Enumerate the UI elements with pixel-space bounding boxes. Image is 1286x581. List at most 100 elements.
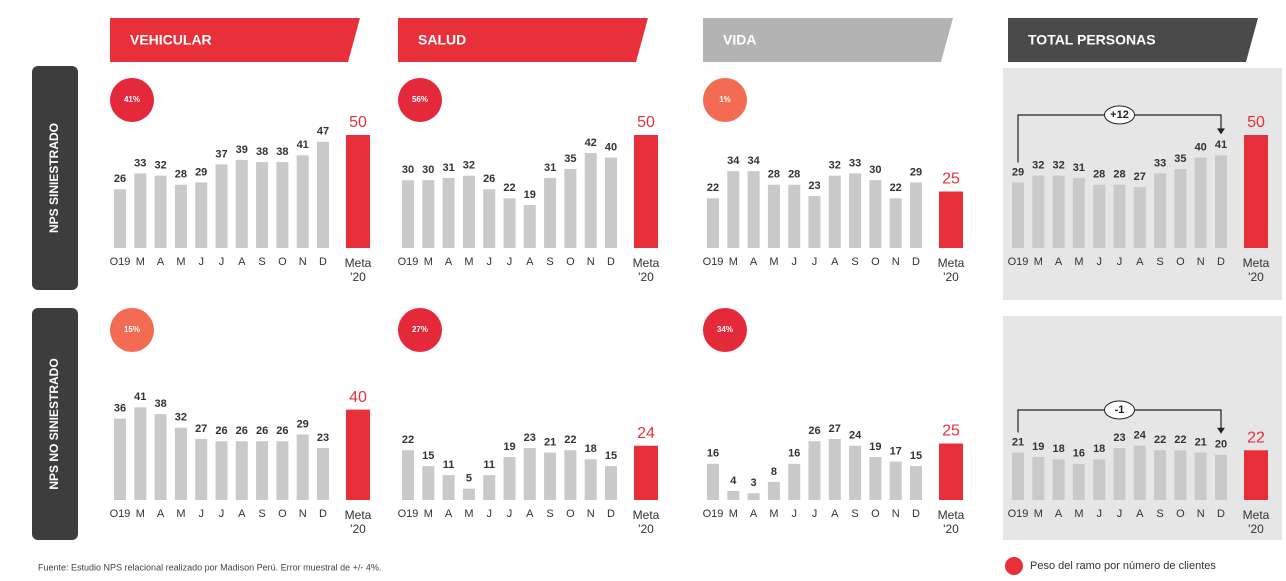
target-value-label: 50 bbox=[637, 114, 655, 131]
target-label: '20 bbox=[1248, 270, 1264, 284]
x-tick-label: D bbox=[912, 256, 920, 268]
x-tick-label: A bbox=[750, 256, 758, 268]
x-tick-label: S bbox=[1156, 508, 1163, 520]
x-tick-label: M bbox=[769, 508, 778, 520]
target-bar bbox=[1244, 135, 1268, 248]
bar bbox=[747, 493, 760, 500]
value-label: 29 bbox=[297, 418, 309, 430]
value-label: 30 bbox=[869, 164, 881, 176]
target-label: '20 bbox=[638, 270, 654, 284]
bar bbox=[1215, 155, 1227, 248]
x-tick-label: O bbox=[566, 508, 575, 520]
x-tick-label: A bbox=[1055, 256, 1063, 268]
target-bar bbox=[1244, 450, 1268, 500]
value-label: 26 bbox=[483, 173, 495, 185]
x-tick-label: A bbox=[526, 256, 534, 268]
target-bar bbox=[346, 135, 370, 248]
value-label: 38 bbox=[256, 146, 268, 158]
x-tick-label: O19 bbox=[1008, 508, 1029, 520]
x-tick-label: N bbox=[1197, 256, 1205, 268]
bar bbox=[215, 164, 228, 248]
bar bbox=[114, 418, 126, 500]
bar bbox=[1012, 182, 1024, 248]
x-tick-label: A bbox=[157, 508, 165, 520]
x-tick-label: A bbox=[157, 256, 165, 268]
x-tick-label: J bbox=[198, 256, 204, 268]
x-tick-label: J bbox=[219, 256, 225, 268]
header-banner bbox=[703, 18, 953, 62]
value-label: 32 bbox=[175, 412, 187, 424]
bar bbox=[1072, 463, 1085, 500]
x-tick-label: M bbox=[424, 508, 433, 520]
bar bbox=[564, 168, 577, 248]
x-tick-label: O bbox=[278, 508, 287, 520]
bar bbox=[503, 457, 516, 500]
target-label: '20 bbox=[943, 270, 959, 284]
footer: Fuente: Estudio NPS relacional realizado… bbox=[38, 562, 381, 572]
total-panel bbox=[1003, 316, 1282, 540]
x-tick-label: N bbox=[892, 256, 900, 268]
target-label: Meta bbox=[345, 508, 372, 522]
bar bbox=[910, 466, 922, 500]
value-label: 16 bbox=[788, 448, 800, 460]
value-label: 27 bbox=[1134, 171, 1146, 183]
value-label: 32 bbox=[463, 160, 475, 172]
annotation-label: -1 bbox=[1115, 404, 1125, 416]
total-panel bbox=[1003, 68, 1282, 300]
bar bbox=[1052, 175, 1065, 248]
x-tick-label: N bbox=[587, 256, 595, 268]
value-label: 29 bbox=[1012, 166, 1024, 178]
target-label: '20 bbox=[638, 522, 654, 536]
weight-circle bbox=[398, 308, 442, 352]
target-value-label: 22 bbox=[1247, 429, 1265, 446]
header-title: SALUD bbox=[418, 32, 466, 48]
value-label: 26 bbox=[276, 425, 288, 437]
bar bbox=[1174, 168, 1187, 248]
x-tick-label: O bbox=[1176, 256, 1185, 268]
bar bbox=[1052, 459, 1065, 500]
x-tick-label: J bbox=[198, 508, 204, 520]
row-label-box bbox=[32, 66, 78, 290]
value-label: 27 bbox=[195, 423, 207, 435]
bar bbox=[174, 184, 187, 248]
value-label: 22 bbox=[402, 434, 414, 446]
bar bbox=[767, 481, 780, 500]
x-tick-label: O19 bbox=[1008, 256, 1029, 268]
value-label: 33 bbox=[1154, 157, 1166, 169]
target-label: Meta bbox=[345, 256, 372, 270]
bar bbox=[1113, 184, 1126, 248]
value-label: 29 bbox=[195, 166, 207, 178]
bar bbox=[1072, 177, 1085, 248]
weight-circle bbox=[703, 308, 747, 352]
target-label: '20 bbox=[350, 270, 366, 284]
value-label: 31 bbox=[544, 162, 556, 174]
x-tick-label: S bbox=[1156, 256, 1163, 268]
target-value-label: 50 bbox=[349, 114, 367, 131]
x-tick-label: M bbox=[1034, 256, 1043, 268]
value-label: 34 bbox=[727, 155, 740, 167]
value-label: 28 bbox=[788, 169, 800, 181]
target-label: Meta bbox=[633, 256, 660, 270]
value-label: 33 bbox=[134, 157, 146, 169]
bar bbox=[1194, 452, 1207, 500]
value-label: 22 bbox=[890, 182, 902, 194]
value-label: 8 bbox=[771, 466, 777, 478]
bar bbox=[483, 475, 496, 500]
x-tick-label: S bbox=[258, 256, 265, 268]
value-label: 41 bbox=[134, 391, 146, 403]
value-label: 38 bbox=[276, 146, 288, 158]
target-label: Meta bbox=[938, 256, 965, 270]
x-tick-label: D bbox=[1217, 508, 1225, 520]
target-bar bbox=[346, 409, 370, 500]
bar bbox=[462, 175, 475, 248]
x-tick-label: D bbox=[1217, 256, 1225, 268]
x-tick-label: J bbox=[219, 508, 225, 520]
bar bbox=[849, 445, 862, 500]
bar bbox=[235, 441, 248, 500]
value-label: 35 bbox=[1174, 153, 1186, 165]
legend-swatch bbox=[1005, 557, 1023, 575]
x-tick-label: J bbox=[1117, 508, 1123, 520]
value-label: 32 bbox=[829, 160, 841, 172]
bar bbox=[317, 141, 329, 248]
x-tick-label: N bbox=[1197, 508, 1205, 520]
